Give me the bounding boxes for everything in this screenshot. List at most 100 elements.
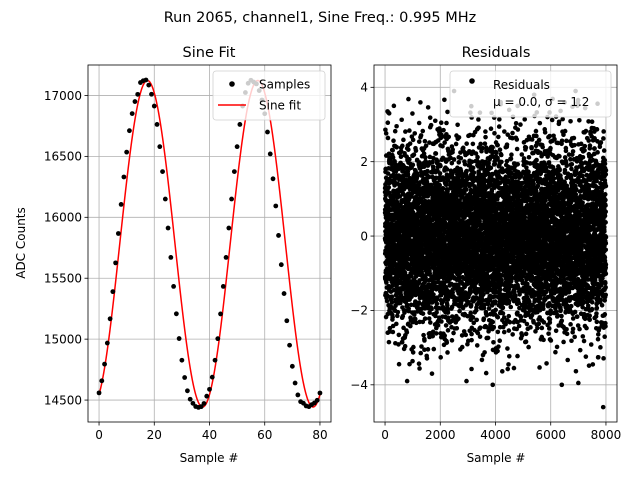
residual-point [496, 344, 501, 349]
sample-point [162, 196, 168, 202]
sine-fit-xlabel: Sample # [180, 451, 239, 465]
sample-point [154, 122, 160, 127]
residual-point [486, 160, 491, 166]
x-tick-label: 20 [147, 428, 162, 442]
residual-point [433, 151, 439, 156]
residual-point [455, 122, 460, 128]
residual-point [462, 161, 468, 167]
residual-point [498, 152, 504, 158]
sample-point [204, 393, 210, 399]
sample-point [292, 380, 298, 386]
sample-point [273, 203, 279, 209]
residual-point [422, 316, 428, 321]
residual-point [437, 182, 442, 188]
sample-point [185, 388, 190, 394]
legend-samples-label: Samples [259, 78, 310, 92]
residual-point [384, 298, 390, 304]
residual-point [387, 325, 393, 331]
residual-point [504, 142, 510, 147]
sample-point [234, 144, 240, 150]
sample-point [220, 283, 226, 289]
residual-point [412, 316, 418, 322]
residual-point [401, 137, 406, 143]
residual-point [425, 105, 431, 110]
residual-point [407, 128, 412, 133]
residual-point [402, 343, 408, 349]
sample-point [212, 357, 218, 363]
residual-point [463, 332, 469, 338]
residual-point [497, 338, 503, 344]
sample-point [229, 196, 234, 202]
residual-point [400, 143, 405, 149]
residual-point [420, 319, 426, 325]
residual-point [515, 127, 521, 132]
residual-point [410, 358, 415, 364]
residual-point [483, 134, 488, 140]
residual-point [439, 319, 444, 324]
residual-point [440, 185, 446, 191]
residual-point [414, 171, 420, 176]
residual-point [433, 313, 438, 319]
residual-point [483, 129, 488, 134]
residual-point [459, 333, 465, 338]
sample-point [118, 201, 124, 207]
residual-point [461, 329, 467, 334]
residual-point [442, 333, 448, 338]
residual-point [428, 122, 434, 128]
residual-point [446, 134, 452, 140]
residual-point [469, 337, 474, 343]
sample-point [121, 174, 127, 180]
residual-point [406, 147, 411, 152]
residual-point [506, 298, 512, 304]
y-tick-label: 15000 [44, 332, 82, 346]
residual-point [502, 129, 507, 134]
residual-point [454, 326, 460, 331]
residual-point [453, 141, 459, 147]
residual-point [469, 366, 474, 372]
residual-point [495, 348, 500, 354]
residual-point [399, 117, 405, 123]
residual-point [464, 141, 469, 146]
residual-point [514, 146, 520, 152]
legend-samples-marker [229, 81, 235, 87]
residual-point [510, 130, 515, 136]
residual-point [427, 271, 433, 276]
residual-point [410, 162, 416, 168]
residual-point [385, 171, 391, 176]
residual-point [407, 361, 412, 367]
sample-point [96, 390, 102, 396]
sample-point [132, 99, 138, 104]
residual-point [456, 135, 462, 140]
sample-point [209, 374, 215, 380]
residual-point [456, 316, 461, 321]
residual-point [456, 160, 462, 165]
sample-point [176, 336, 182, 341]
residual-point [511, 365, 517, 371]
residual-point [505, 346, 510, 351]
residual-point [391, 138, 396, 144]
sample-point [198, 404, 204, 410]
sine-fit-legend-box [212, 70, 326, 121]
sample-point [317, 390, 323, 396]
x-tick-label: 60 [257, 428, 272, 442]
residual-point [431, 346, 437, 352]
residual-point [404, 330, 410, 335]
residual-point [438, 120, 444, 126]
residual-point [425, 347, 431, 352]
sample-point [295, 392, 301, 398]
residual-point [464, 168, 469, 174]
sample-point [160, 169, 165, 175]
sample-point [124, 149, 130, 155]
sample-point [284, 318, 290, 324]
residual-point [515, 162, 521, 167]
residual-point [410, 111, 415, 116]
residual-point [475, 154, 480, 160]
residual-point [458, 155, 464, 161]
residual-point [413, 292, 418, 298]
residual-point [459, 344, 465, 350]
residual-point [497, 287, 503, 293]
residual-point [395, 309, 401, 315]
residual-point [485, 335, 491, 341]
residual-point [474, 343, 480, 348]
